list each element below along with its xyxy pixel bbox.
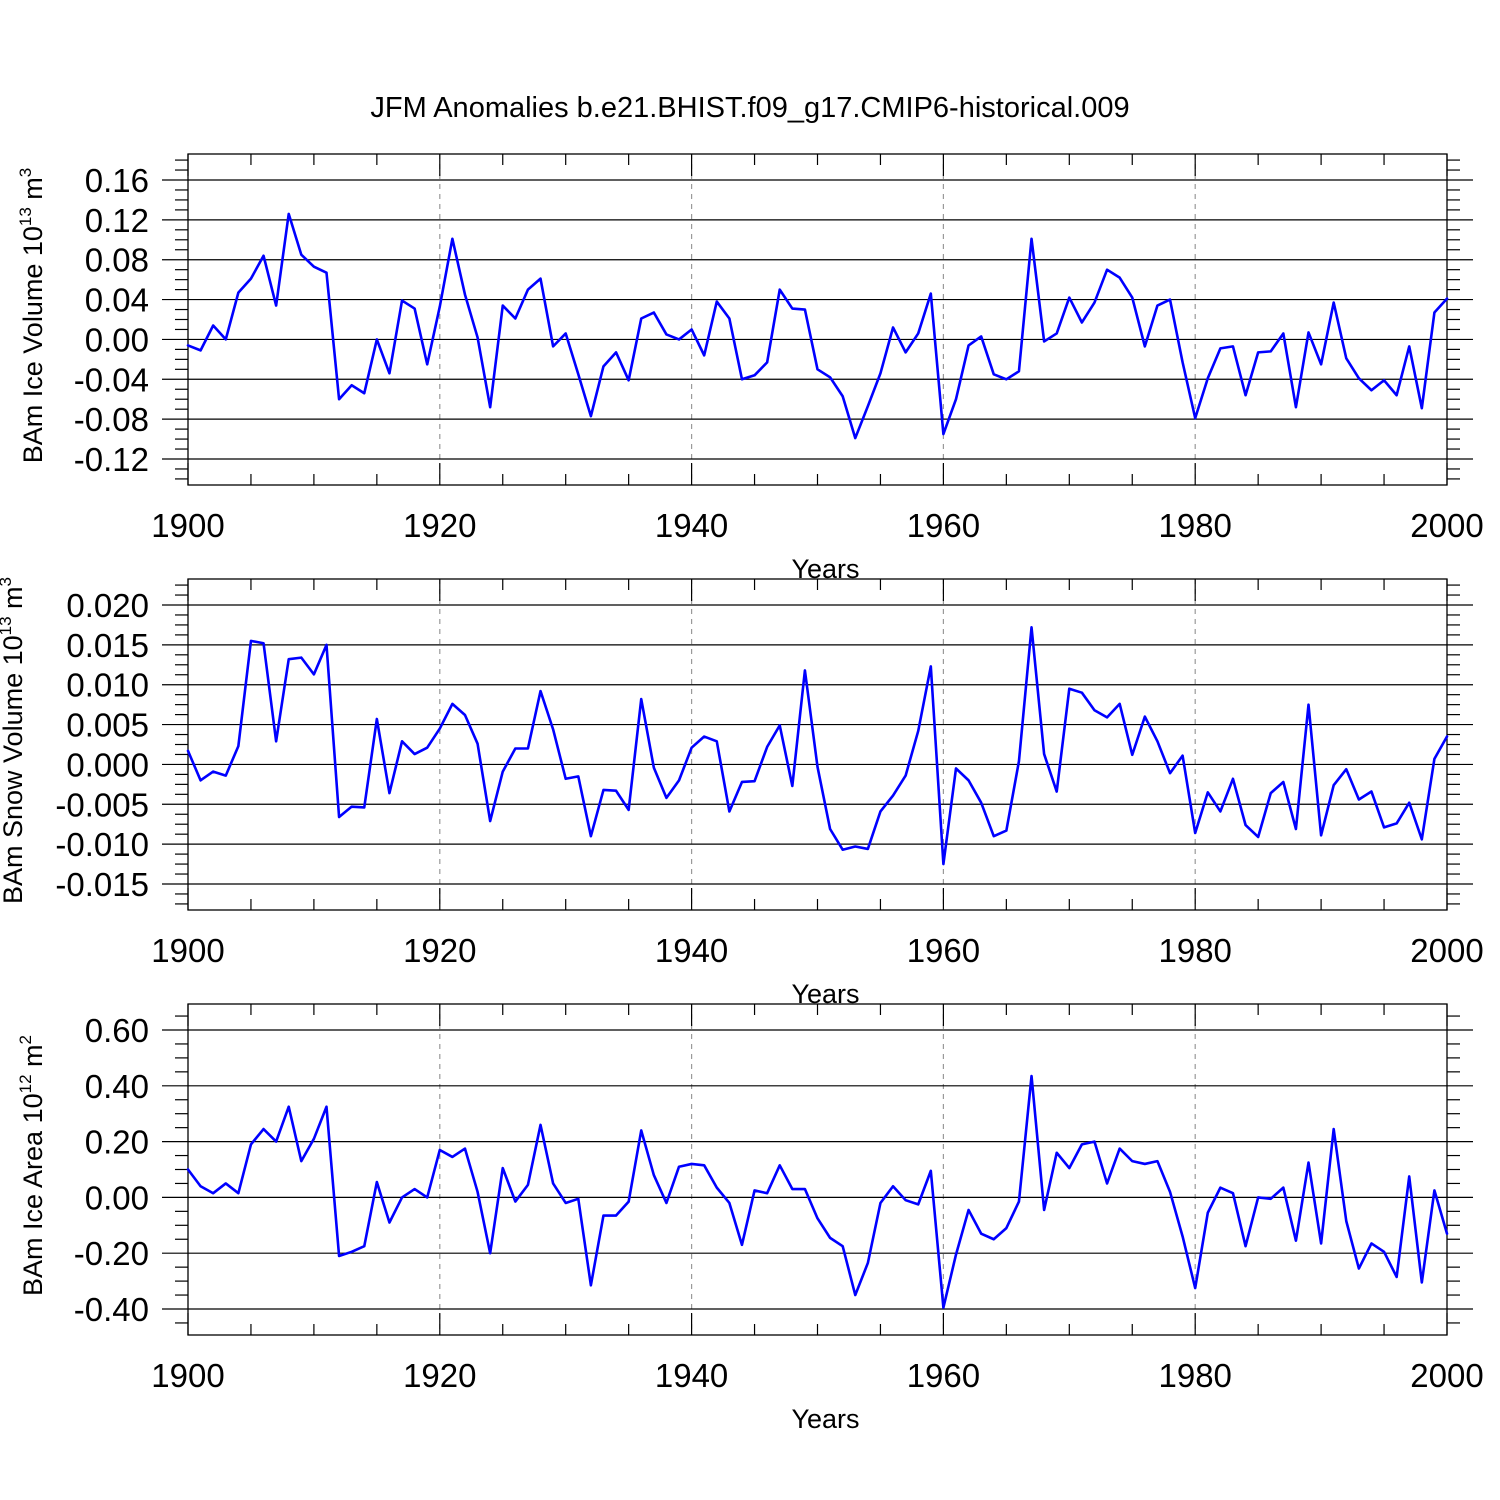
x-tick-label: 1940: [655, 932, 728, 969]
x-tick-label: 2000: [1410, 1357, 1483, 1394]
plot-frame: [187, 153, 1448, 486]
y-tick-label: -0.20: [74, 1235, 149, 1272]
x-tick-label: 1920: [403, 932, 476, 969]
x-tick-label: 1920: [403, 507, 476, 544]
x-tick-label: 1980: [1158, 932, 1231, 969]
y-tick-label: 0.40: [85, 1068, 149, 1105]
series-line-1: [186, 212, 1449, 440]
chart-title: JFM Anomalies b.e21.BHIST.f09_g17.CMIP6-…: [370, 92, 1129, 124]
x-tick-label: 1900: [151, 1357, 224, 1394]
y-tick-label: -0.015: [55, 866, 149, 903]
y-tick-label: 0.12: [85, 202, 149, 239]
chart-panel-2: -0.015-0.010-0.0050.0000.0050.0100.0150.…: [0, 577, 1484, 1009]
plot-frame: [187, 578, 1448, 911]
y-tick-label: 0.08: [85, 242, 149, 279]
x-tick-label: 1900: [151, 507, 224, 544]
y-axis-label: BAm Ice Volume 1013 m3: [16, 168, 48, 464]
x-tick-label: 1980: [1158, 507, 1231, 544]
x-tick-label: 1960: [907, 507, 980, 544]
y-axis-label: BAm Snow Volume 1013 m3: [0, 577, 28, 904]
x-axis-label: Years: [791, 1404, 859, 1434]
y-tick-label: 0.000: [66, 746, 149, 783]
y-tick-label: 0.04: [85, 282, 149, 319]
x-tick-label: 1940: [655, 1357, 728, 1394]
plot-frame: [187, 1003, 1448, 1336]
y-tick-label: 0.60: [85, 1012, 149, 1049]
y-axis-label: BAm Ice Area 1012 m2: [16, 1035, 48, 1296]
x-tick-label: 1940: [655, 507, 728, 544]
y-tick-label: 0.015: [66, 627, 149, 664]
y-tick-label: 0.00: [85, 1179, 149, 1216]
y-tick-label: 0.020: [66, 587, 149, 624]
y-tick-label: 0.00: [85, 321, 149, 358]
y-tick-label: -0.005: [55, 786, 149, 823]
y-tick-label: -0.40: [74, 1291, 149, 1328]
x-tick-label: 1960: [907, 1357, 980, 1394]
y-tick-label: -0.08: [74, 401, 149, 438]
x-tick-label: 1980: [1158, 1357, 1231, 1394]
x-tick-label: 1960: [907, 932, 980, 969]
y-tick-label: 0.20: [85, 1124, 149, 1161]
y-tick-label: -0.010: [55, 826, 149, 863]
y-tick-label: 0.16: [85, 162, 149, 199]
y-tick-label: -0.04: [74, 361, 149, 398]
x-tick-label: 1900: [151, 932, 224, 969]
series-line-3: [186, 1074, 1449, 1309]
y-tick-label: 0.010: [66, 667, 149, 704]
y-tick-label: 0.005: [66, 707, 149, 744]
x-tick-label: 2000: [1410, 507, 1483, 544]
series-line-2: [186, 626, 1449, 866]
x-tick-label: 1920: [403, 1357, 476, 1394]
chart-panel-1: -0.12-0.08-0.040.000.040.080.120.16 1900 1…: [16, 153, 1484, 584]
x-tick-label: 2000: [1410, 932, 1483, 969]
y-tick-label: -0.12: [74, 441, 149, 478]
chart-panel-3: -0.40 -0.20 0.00 0.20 0.40 0.60 1900 1920 1940 19…: [16, 1003, 1484, 1434]
